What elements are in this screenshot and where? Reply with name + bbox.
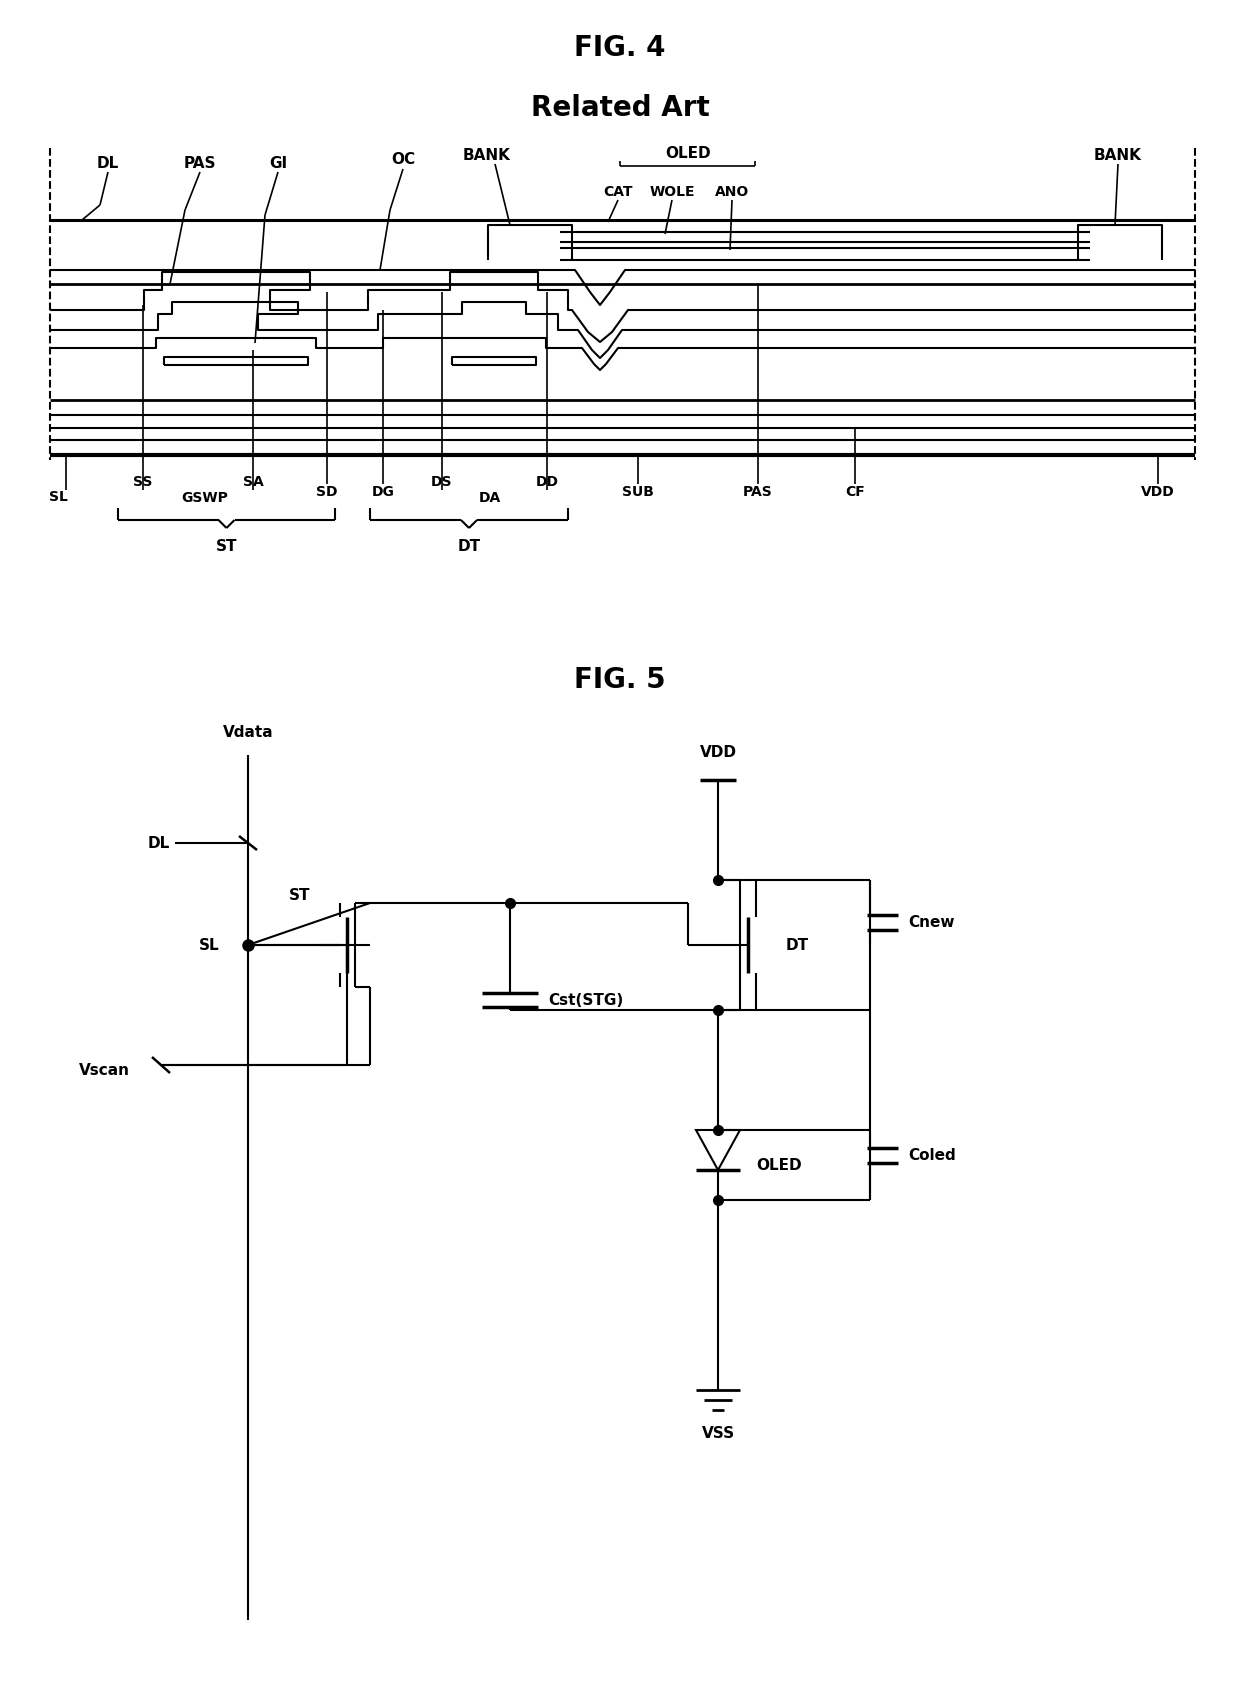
Text: DS: DS: [432, 475, 453, 488]
Text: Related Art: Related Art: [531, 94, 709, 122]
Text: FIG. 5: FIG. 5: [574, 667, 666, 694]
Text: GI: GI: [269, 155, 288, 170]
Text: VDD: VDD: [699, 745, 737, 760]
Text: DA: DA: [479, 492, 501, 505]
Text: CF: CF: [846, 485, 864, 498]
Text: CAT: CAT: [603, 185, 632, 199]
Text: BANK: BANK: [463, 148, 511, 163]
Text: DT: DT: [786, 937, 810, 953]
Text: BANK: BANK: [1094, 148, 1142, 163]
Text: PAS: PAS: [184, 155, 216, 170]
Text: SL: SL: [48, 490, 67, 503]
Text: GSWP: GSWP: [181, 492, 228, 505]
Text: SS: SS: [134, 475, 153, 488]
Text: DT: DT: [458, 539, 481, 553]
Text: ST: ST: [289, 888, 311, 903]
Text: ST: ST: [216, 539, 237, 553]
Text: SA: SA: [243, 475, 263, 488]
Text: DL: DL: [97, 155, 119, 170]
Text: FIG. 4: FIG. 4: [574, 34, 666, 61]
Text: Cnew: Cnew: [908, 915, 955, 930]
Text: WOLE: WOLE: [650, 185, 694, 199]
Text: OLED: OLED: [756, 1157, 801, 1172]
Text: Cst(STG): Cst(STG): [548, 992, 624, 1007]
Text: OLED: OLED: [665, 146, 711, 160]
Text: PAS: PAS: [743, 485, 773, 498]
Text: DL: DL: [148, 835, 170, 850]
Text: Vdata: Vdata: [223, 725, 273, 740]
Text: Coled: Coled: [908, 1148, 956, 1163]
Text: SD: SD: [316, 485, 337, 498]
Text: SUB: SUB: [622, 485, 653, 498]
Text: ANO: ANO: [715, 185, 749, 199]
Text: Vscan: Vscan: [79, 1063, 130, 1077]
Text: SL: SL: [200, 937, 219, 953]
Text: OC: OC: [391, 153, 415, 167]
Text: DG: DG: [372, 485, 394, 498]
Text: DD: DD: [536, 475, 558, 488]
Text: VSS: VSS: [702, 1425, 734, 1441]
Text: VDD: VDD: [1141, 485, 1174, 498]
